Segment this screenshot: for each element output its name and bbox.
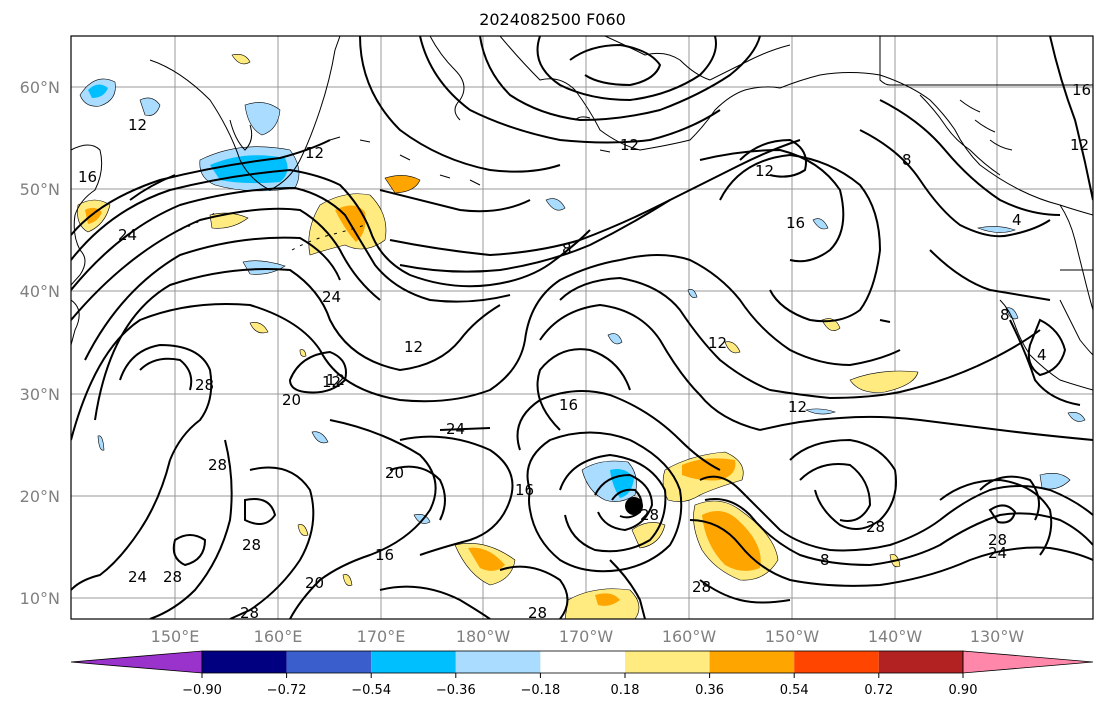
lon-label: 170°W (559, 627, 614, 646)
contour-label: 28 (208, 456, 227, 474)
map-frame (70, 35, 1094, 620)
colorbar-tick-label: 0.72 (864, 683, 893, 698)
colorbar-extend-high (962, 650, 1094, 674)
lon-label: 140°W (868, 627, 923, 646)
contour-label: 28 (240, 604, 259, 622)
colorbar-tick-label: −0.36 (436, 683, 476, 698)
colorbar-tick-label: −0.72 (267, 683, 307, 698)
colorbar-tick-label: −0.90 (182, 683, 222, 698)
lat-label: 40°N (20, 282, 60, 301)
contour-label: 16 (559, 396, 578, 414)
contour-label: 4 (1012, 211, 1022, 229)
lon-label: 160°E (254, 627, 303, 646)
contour-label: 8 (902, 151, 912, 169)
colorbar-bin (371, 651, 456, 673)
colorbar-outline (201, 650, 964, 674)
colorbar-bin (625, 651, 710, 673)
colorbar-tick-label: 0.36 (695, 683, 724, 698)
colorbar-tick-label: 0.18 (611, 683, 640, 698)
contour-label: 28 (988, 531, 1007, 549)
shaded-anomaly-fields (77, 54, 1086, 619)
coastlines (71, 36, 1093, 391)
contour-label: 12 (708, 334, 727, 352)
longitude-labels: 150°E 160°E 170°E 180°W 170°W 160°W 150°… (151, 627, 1025, 646)
contour-label: 8 (820, 551, 830, 569)
contour-label: 24 (118, 226, 137, 244)
contour-label: 28 (195, 376, 214, 394)
contour-label: 12 (788, 398, 807, 416)
lon-label: 180°W (456, 627, 511, 646)
colorbar-tick-label: −0.18 (520, 683, 560, 698)
contour-label: 12 (755, 162, 774, 180)
colorbar-bin (455, 651, 541, 673)
map-title: 2024082500 F060 (479, 10, 626, 29)
contour-label: 12 (620, 136, 639, 154)
colorbar-extend-low (70, 650, 203, 674)
colorbar-bin (286, 651, 372, 673)
contour-label: 28 (640, 506, 659, 524)
contour-lines (71, 36, 1093, 619)
lon-label: 150°W (765, 627, 820, 646)
lat-label: 10°N (20, 589, 60, 608)
contour-label: 28 (163, 568, 182, 586)
colorbar: −0.90 −0.72 −0.54 −0.36 −0.18 0.18 0.36 … (70, 650, 1094, 698)
contour-label: 24 (322, 288, 341, 306)
lon-label: 160°W (662, 627, 717, 646)
colorbar-bin (540, 651, 625, 673)
contour-label: 20 (282, 391, 301, 409)
colorbar-tick-label: −0.54 (351, 683, 391, 698)
colorbar-tick-label: 0.90 (949, 683, 978, 698)
contour-labels: 12 12 16 24 12 8 12 12 8 16 4 16 12 8 4 … (78, 81, 1091, 622)
colorbar-bin (709, 651, 795, 673)
colorbar-bin (878, 651, 963, 673)
contour-label: 20 (385, 464, 404, 482)
contour-label: 24 (988, 544, 1007, 562)
lat-label: 50°N (20, 180, 60, 199)
contour-label: 16 (375, 546, 394, 564)
lat-label: 60°N (20, 78, 60, 97)
contour-label: 12 (1070, 136, 1089, 154)
contour-label: 12 (326, 371, 345, 389)
lat-label: 30°N (20, 385, 60, 404)
contour-label: 12 (128, 116, 147, 134)
contour-label: 12 (404, 338, 423, 356)
latitude-labels: 60°N 50°N 40°N 30°N 20°N 10°N (20, 78, 60, 608)
contour-label: 4 (1037, 346, 1047, 364)
lon-label: 130°W (970, 627, 1025, 646)
contour-label: 16 (515, 481, 534, 499)
contour-label: 12 (305, 144, 324, 162)
contour-label: 28 (528, 604, 547, 622)
contour-label: 24 (446, 420, 465, 438)
contour-label: 28 (866, 518, 885, 536)
colorbar-bin (202, 651, 287, 673)
contour-label: 16 (1072, 81, 1091, 99)
lon-label: 150°E (151, 627, 200, 646)
contour-label: 16 (786, 214, 805, 232)
lon-label: 170°E (357, 627, 406, 646)
colorbar-tick-label: 0.54 (780, 683, 809, 698)
contour-label: 28 (692, 578, 711, 596)
contour-label: 24 (128, 568, 147, 586)
contour-label: 12 (322, 373, 341, 391)
contour-label: 8 (562, 240, 572, 258)
lat-label: 20°N (20, 487, 60, 506)
colorbar-bin (794, 651, 879, 673)
map-area (71, 36, 1093, 619)
storm-center-marker (625, 497, 643, 515)
contour-label: 28 (242, 536, 261, 554)
contour-label: 8 (1000, 306, 1010, 324)
contour-label: 20 (305, 574, 324, 592)
contour-label: 16 (78, 168, 97, 186)
